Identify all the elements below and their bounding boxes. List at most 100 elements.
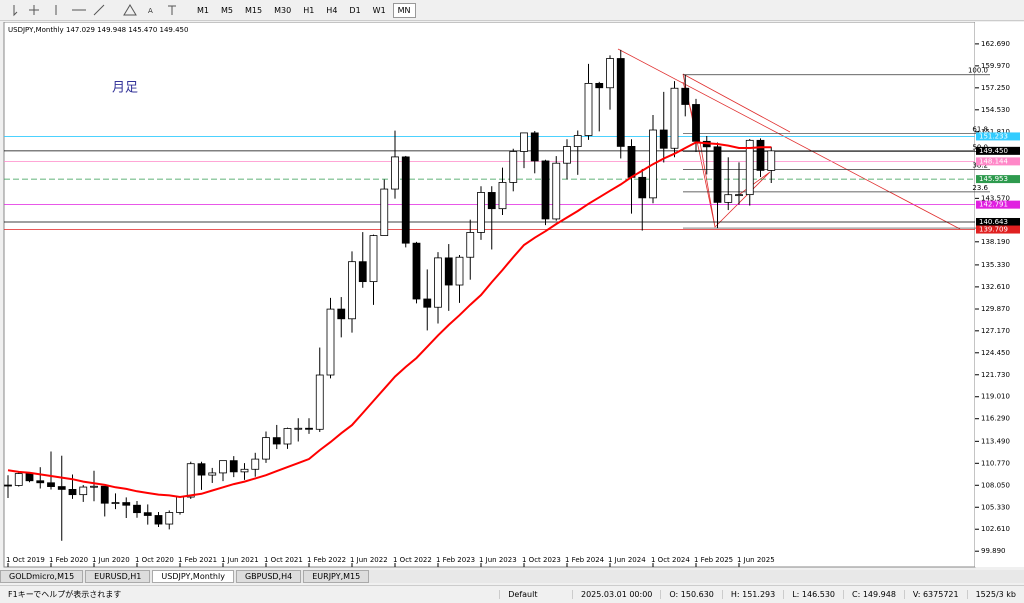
y-tick-label: 113.490 <box>981 437 1010 445</box>
candle-body <box>724 194 733 203</box>
candle-body <box>595 82 604 89</box>
status-close: C: 149.948 <box>843 590 904 599</box>
fibo-label: 61.8 <box>972 125 988 133</box>
x-tick-label: 1 Feb 2025 <box>694 556 733 564</box>
timeframe-button[interactable]: D1 <box>349 5 361 15</box>
candle-body <box>670 87 679 149</box>
candle-body <box>735 194 743 197</box>
y-tick-label: 151.810 <box>981 128 1010 136</box>
y-tick-label: 135.330 <box>981 261 1010 269</box>
status-volume: V: 6375721 <box>903 590 967 599</box>
candle-body <box>573 135 582 147</box>
x-tick-label: 1 Oct 2020 <box>135 556 174 564</box>
chart-tab[interactable]: EURJPY,M15 <box>303 570 370 583</box>
x-tick-label: 1 Feb 2021 <box>178 556 217 564</box>
status-help: F1キーでヘルプが表示されます <box>8 590 122 599</box>
candle-body <box>584 82 593 136</box>
candle-body <box>165 512 174 525</box>
candle-body <box>240 468 249 473</box>
annotation: 月足 <box>112 81 138 96</box>
price-tag <box>976 175 1020 184</box>
candle-body <box>4 484 12 487</box>
candle-body <box>219 460 227 474</box>
y-tick-label: 159.970 <box>981 62 1010 70</box>
price-tag-label: 140.643 <box>979 218 1008 226</box>
y-tick-label: 154.530 <box>981 106 1010 114</box>
candle-body <box>262 437 270 460</box>
candle-body <box>638 176 647 199</box>
candle-body <box>326 308 335 376</box>
chart-tab[interactable]: EURUSD,H1 <box>85 570 151 583</box>
timeframe-button[interactable]: H1 <box>303 5 315 15</box>
candle-body <box>122 502 131 506</box>
x-tick-label: 1 Jun 2020 <box>92 556 130 564</box>
candle-body <box>756 139 765 171</box>
timeframe-button[interactable]: H4 <box>326 5 338 15</box>
plot-area <box>3 22 976 568</box>
candle-body <box>412 242 421 300</box>
chart-tab[interactable]: GBPUSD,H4 <box>235 570 302 583</box>
candle-body <box>659 129 668 149</box>
x-tick-label: 1 Oct 2023 <box>522 556 561 564</box>
candle-body <box>337 308 346 320</box>
price-tag-label: 151.233 <box>979 132 1008 140</box>
status-profile: Default <box>499 590 572 599</box>
status-open: O: 150.630 <box>660 590 721 599</box>
candle-body <box>541 160 550 220</box>
candle-body <box>401 156 410 244</box>
svg-text:A: A <box>148 7 153 15</box>
price-tag-label: 149.450 <box>979 147 1008 155</box>
fibo-label: 100.0 <box>968 67 988 75</box>
chart-tab[interactable]: USDJPY,Monthly <box>152 570 234 583</box>
y-tick-label: 132.610 <box>981 283 1010 291</box>
chart-title: USDJPY,Monthly <box>8 26 64 34</box>
price-tag <box>976 200 1020 209</box>
x-tick-label: 1 Feb 2020 <box>49 556 88 564</box>
candle-body <box>487 192 496 210</box>
y-tick-label: 116.290 <box>981 415 1010 423</box>
price-tag-label: 148.144 <box>979 157 1008 165</box>
candle-body <box>616 58 625 147</box>
y-tick-label: 108.050 <box>981 481 1010 489</box>
candle-body <box>455 256 464 286</box>
candle-body <box>133 504 141 514</box>
candle-body <box>68 488 77 496</box>
candle-body <box>100 485 109 504</box>
y-tick-label: 105.330 <box>981 503 1010 511</box>
y-tick-label: 124.450 <box>981 349 1010 357</box>
candle-body <box>294 427 303 430</box>
candle-body <box>14 473 23 486</box>
timeframe-button[interactable]: MN <box>392 2 416 18</box>
candle-body <box>315 374 324 430</box>
x-tick-label: 1 Oct 2021 <box>264 556 303 564</box>
timeframe-button[interactable]: M15 <box>245 5 263 15</box>
price-tag <box>976 132 1020 141</box>
timeframe-button[interactable]: M30 <box>274 5 292 15</box>
price-tag-label: 145.953 <box>979 175 1008 183</box>
candle-body <box>251 458 260 470</box>
y-tick-label: 162.690 <box>981 40 1010 48</box>
y-tick-label: 143.570 <box>981 194 1010 202</box>
timeframe-button[interactable]: M5 <box>221 5 233 15</box>
candle-body <box>176 496 184 513</box>
y-tick-label: 121.730 <box>981 371 1010 379</box>
y-tick-label: 102.610 <box>981 525 1010 533</box>
y-tick-label: 110.770 <box>981 459 1010 467</box>
status-traffic: 1525/3 kb <box>966 590 1024 599</box>
timeframe-button[interactable]: W1 <box>372 5 386 15</box>
timeframe-button[interactable]: M1 <box>197 5 209 15</box>
candle-body <box>552 162 561 220</box>
chart-tab[interactable]: GOLDmicro,M15 <box>0 570 84 583</box>
candle-body <box>681 87 690 105</box>
candle-body <box>692 104 700 142</box>
x-tick-label: 1 Jun 2024 <box>608 556 646 564</box>
candle-body <box>358 261 367 283</box>
candle-body <box>111 502 120 504</box>
status-bar: F1キーでヘルプが表示されます Default 2025.03.01 00:00… <box>0 585 1024 603</box>
candle-body <box>713 146 722 203</box>
candle-body <box>520 132 528 152</box>
candle-body <box>79 486 88 496</box>
candle-body <box>186 463 195 498</box>
